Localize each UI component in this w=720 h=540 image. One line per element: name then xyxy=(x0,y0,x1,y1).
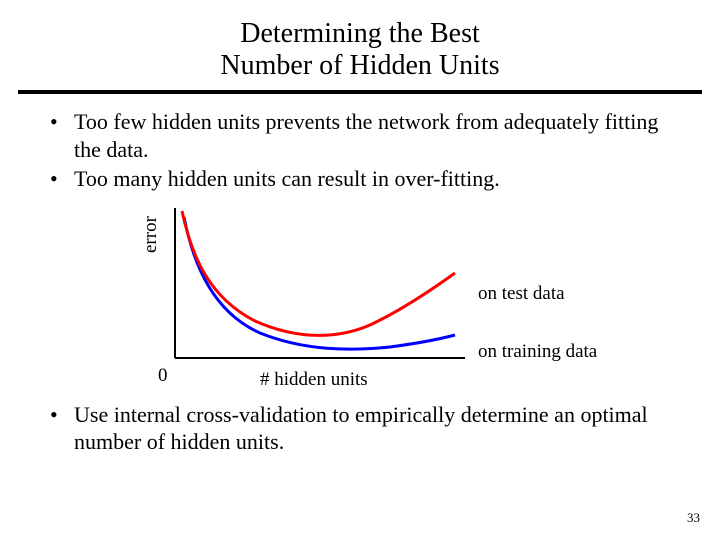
bullet-text: Use internal cross-validation to empiric… xyxy=(74,401,686,456)
bullet-text: Too few hidden units prevents the networ… xyxy=(74,108,686,163)
legend-test-data: on test data xyxy=(478,283,565,305)
bullet-text: Too many hidden units can result in over… xyxy=(74,165,686,193)
bullet-dot: • xyxy=(50,108,74,163)
title-line-2: Number of Hidden Units xyxy=(0,50,720,82)
chart-origin-label: 0 xyxy=(158,365,168,387)
bullet-dot: • xyxy=(50,165,74,193)
bottom-bullet-list: • Use internal cross-validation to empir… xyxy=(0,393,720,456)
test-curve xyxy=(182,211,455,335)
chart-region: error 0 # hidden units on test data on t… xyxy=(0,203,720,393)
title-line-1: Determining the Best xyxy=(0,18,720,50)
chart-y-axis-label: error xyxy=(140,216,162,253)
bullet-dot: • xyxy=(50,401,74,456)
slide-title: Determining the Best Number of Hidden Un… xyxy=(0,0,720,82)
chart-x-axis-label: # hidden units xyxy=(260,369,368,391)
bullet-item: • Too many hidden units can result in ov… xyxy=(50,165,686,193)
page-number: 33 xyxy=(687,510,700,526)
legend-training-data: on training data xyxy=(478,341,597,363)
error-curves-chart xyxy=(170,203,470,373)
bullet-item: • Use internal cross-validation to empir… xyxy=(50,401,686,456)
bullet-item: • Too few hidden units prevents the netw… xyxy=(50,108,686,163)
training-curve xyxy=(184,217,455,349)
top-bullet-list: • Too few hidden units prevents the netw… xyxy=(0,94,720,193)
